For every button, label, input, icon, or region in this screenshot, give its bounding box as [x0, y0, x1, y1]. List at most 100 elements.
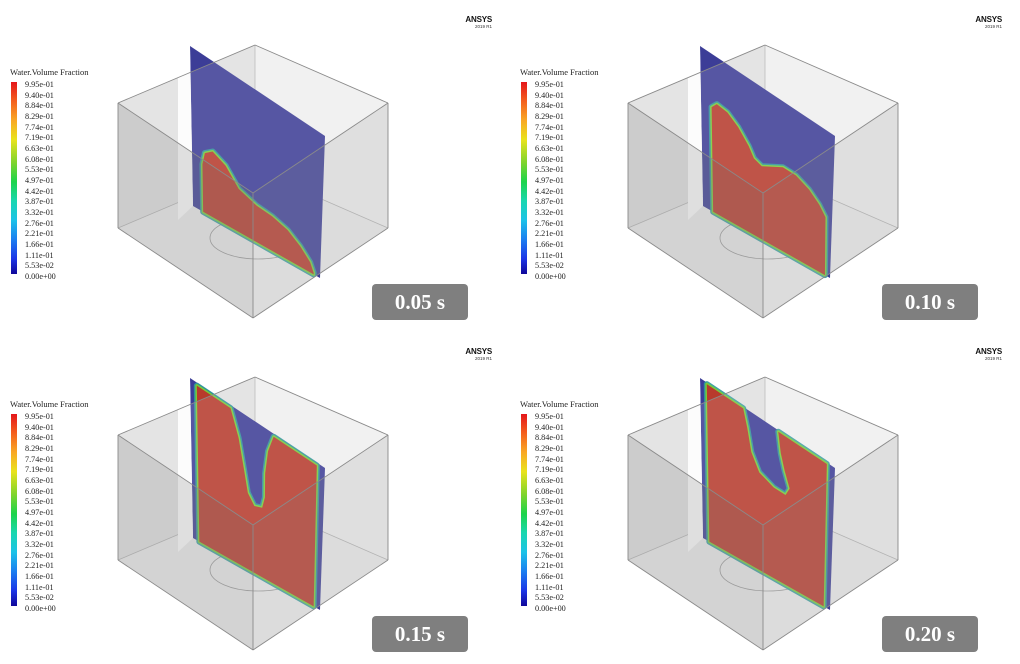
legend-tick-label: 9.40e-01	[535, 90, 564, 100]
legend-tick-label: 4.97e-01	[25, 176, 54, 185]
legend-tick-label: 1.66e-01	[535, 240, 564, 250]
legend-tick-label: 7.19e-01	[25, 465, 54, 475]
legend-tick-label: 8.29e-01	[25, 444, 54, 453]
legend-tick-label: 8.84e-01	[25, 433, 54, 443]
logo-brand: ANSYS	[975, 15, 1002, 24]
ansys-logo: ANSYS 2019 R1	[465, 16, 492, 30]
legend-tick-label: 5.53e-02	[535, 593, 564, 603]
legend-title: Water.Volume Fraction	[10, 67, 89, 77]
ansys-logo: ANSYS 2019 R1	[975, 16, 1002, 30]
legend-tick-label: 9.95e-01	[25, 412, 54, 421]
logo-version: 2019 R1	[984, 24, 1002, 29]
water-region	[202, 151, 314, 275]
legend-tick-label: 2.21e-01	[535, 561, 564, 571]
legend-tick-label: 7.74e-01	[535, 454, 564, 464]
box-right-face	[763, 103, 898, 318]
legend-tick-label: 1.11e-01	[25, 582, 54, 592]
legend-tick-label: 6.63e-01	[535, 476, 564, 485]
legend-tick-label: 3.87e-01	[25, 197, 54, 207]
legend-tick-label: 6.63e-01	[25, 476, 54, 485]
legend-tick-label: 0.00e+00	[535, 272, 566, 282]
ansys-logo: ANSYS 2019 R1	[975, 348, 1002, 362]
plane-left-trim	[178, 366, 193, 552]
legend-tick-label: 5.53e-01	[25, 165, 54, 175]
water-region	[706, 384, 827, 607]
box-edge	[762, 434, 899, 526]
simulation-panel: ANSYS 2019 R1 Water.Volume Fraction 9.95e…	[0, 0, 510, 332]
color-legend: Water.Volume Fraction 9.95e-01 9.40e-01 8.…	[10, 67, 89, 281]
box-edge	[252, 559, 389, 651]
box-edge	[117, 102, 254, 194]
box-front-face	[118, 103, 253, 318]
legend-tick-label: 2.21e-01	[25, 229, 54, 239]
legend-tick-label: 4.97e-01	[25, 508, 54, 517]
box-edge	[117, 227, 254, 319]
box-edge	[764, 376, 899, 436]
water-region	[196, 385, 317, 607]
logo-brand: ANSYS	[465, 15, 492, 24]
legend-tick-label: 4.42e-01	[535, 186, 564, 196]
legend-tick-label: 9.40e-01	[535, 422, 564, 432]
color-legend: Water.Volume Fraction 9.95e-01 9.40e-01 8.…	[10, 399, 88, 613]
legend-colorbar	[521, 414, 527, 606]
legend-tick-label: 5.53e-01	[535, 165, 564, 175]
legend-tick-label: 3.32e-01	[25, 208, 54, 217]
box-top-face	[118, 377, 388, 525]
legend-body: 9.95e-01 9.40e-01 8.84e-01 8.29e-01 7.74e-01…	[520, 412, 598, 613]
legend-tick-label: 6.08e-01	[25, 486, 54, 496]
plane-left-trim	[688, 366, 703, 552]
box-top-face	[628, 377, 898, 525]
simulation-panel: ANSYS 2019 R1 Water.Volume Fraction 9.95e…	[510, 332, 1020, 664]
box-front-face	[628, 103, 763, 318]
legend-tick-label: 0.00e+00	[25, 604, 56, 614]
simulation-panel: ANSYS 2019 R1 Water.Volume Fraction 9.95e…	[510, 0, 1020, 332]
box-edge	[117, 44, 256, 104]
plane-left-trim	[688, 34, 703, 220]
plane-left-trim	[178, 34, 193, 220]
legend-tick-label: 2.21e-01	[25, 561, 54, 571]
color-legend: Water.Volume Fraction 9.95e-01 9.40e-01 8.…	[520, 67, 598, 281]
legend-tick-label: 9.95e-01	[535, 412, 564, 421]
legend-colorbar	[11, 82, 17, 274]
legend-tick-label: 5.53e-02	[535, 261, 564, 271]
logo-version: 2019 R1	[474, 24, 492, 29]
box-edge	[627, 102, 764, 194]
time-badge: 0.10 s	[882, 284, 978, 320]
legend-tick-label: 1.11e-01	[535, 250, 564, 260]
time-badge: 0.15 s	[372, 616, 468, 652]
box-edge	[764, 44, 899, 104]
box-edge	[117, 376, 256, 436]
legend-tick-label: 4.42e-01	[535, 518, 564, 528]
legend-tick-label: 3.87e-01	[25, 529, 54, 539]
legend-tick-label: 6.63e-01	[25, 144, 54, 153]
box-edge	[627, 559, 764, 651]
box-edge	[627, 227, 764, 319]
legend-tick-label: 4.97e-01	[535, 508, 564, 517]
legend-tick-label: 5.53e-02	[25, 593, 54, 603]
legend-tick-label: 8.84e-01	[25, 101, 54, 111]
legend-tick-label: 3.32e-01	[535, 540, 564, 549]
legend-body: 9.95e-01 9.40e-01 8.84e-01 8.29e-01 7.74e-01…	[10, 412, 88, 613]
legend-tick-label: 7.74e-01	[25, 122, 54, 132]
legend-tick-label: 2.21e-01	[535, 229, 564, 239]
box-edge	[762, 227, 899, 319]
box-edge	[252, 102, 389, 194]
box-right-face	[253, 435, 388, 650]
legend-tick-label: 2.76e-01	[25, 550, 54, 560]
legend-body: 9.95e-01 9.40e-01 8.84e-01 8.29e-01 7.74e-01…	[10, 80, 88, 281]
legend-tick-label: 4.97e-01	[535, 176, 564, 185]
legend-colorbar	[521, 82, 527, 274]
logo-version: 2019 R1	[984, 356, 1002, 361]
box-edge	[627, 376, 766, 436]
legend-tick-label: 9.40e-01	[25, 90, 54, 100]
box-edge	[117, 559, 254, 651]
box-front-face	[628, 435, 763, 650]
box-edge	[627, 434, 764, 526]
box-edge	[254, 376, 389, 436]
legend-tick-label: 6.08e-01	[535, 486, 564, 496]
box-top-face	[628, 45, 898, 193]
legend-tick-label: 4.42e-01	[25, 518, 54, 528]
time-badge: 0.05 s	[372, 284, 468, 320]
box-edge	[762, 102, 899, 194]
legend-tick-label: 7.19e-01	[25, 133, 54, 143]
